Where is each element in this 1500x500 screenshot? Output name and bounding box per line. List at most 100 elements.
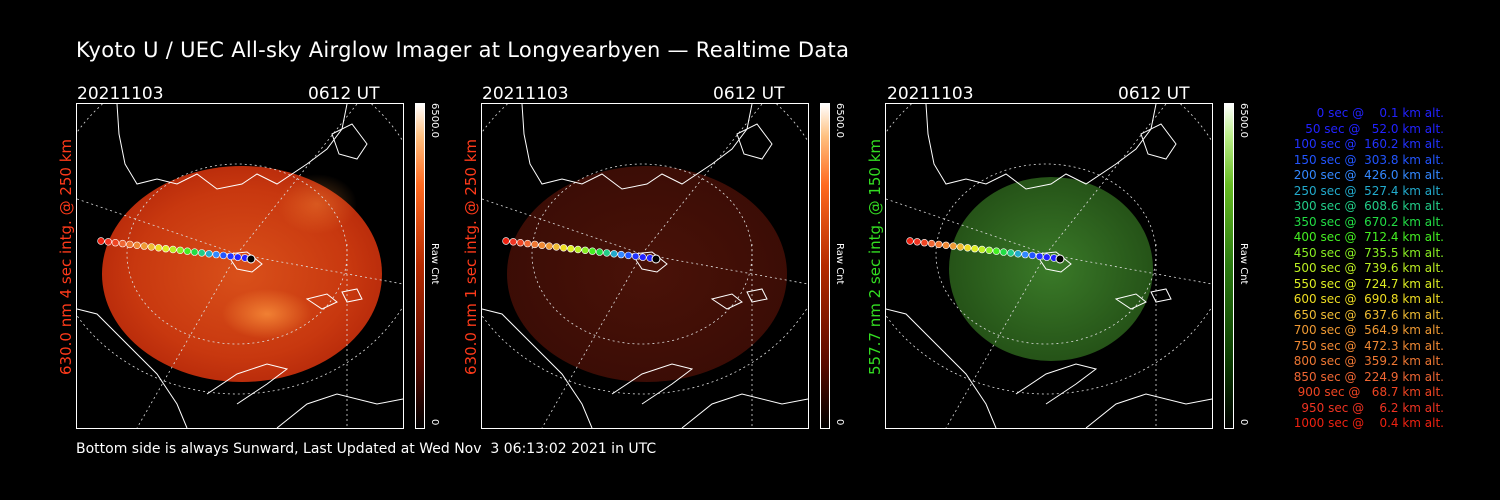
trajectory-point <box>617 250 625 259</box>
trajectory-point <box>927 239 936 248</box>
panel-2-colorbar <box>820 103 830 429</box>
legend-entry: 200 sec @ 426.0 km alt. <box>1289 168 1444 182</box>
trajectory-point <box>212 250 220 259</box>
panel-3-image <box>885 103 1213 429</box>
trajectory-point <box>118 239 127 248</box>
legend-entry: 650 sec @ 637.6 km alt. <box>1289 307 1444 322</box>
panel-1-cbar-max: 6500.0 <box>429 103 440 138</box>
trajectory-point <box>603 249 611 257</box>
trajectory-point <box>992 247 1001 255</box>
trajectory-point <box>595 248 604 256</box>
trajectory-point <box>942 241 950 250</box>
panel-2-ylabel: 630.0 nm 1 sec intg. @ 250 km <box>462 138 480 375</box>
legend-entry: 450 sec @ 735.5 km alt. <box>1289 245 1444 260</box>
legend-entry: 850 sec @ 224.9 km alt. <box>1289 369 1444 384</box>
trajectory-point <box>567 245 575 253</box>
trajectory-point <box>574 245 582 254</box>
panel-3-cbar-min: 0 <box>1238 419 1249 426</box>
trajectory-point <box>205 250 213 258</box>
panel-3-ylabel: 557.7 nm 2 sec intg. @ 150 km <box>866 138 884 375</box>
trajectory-point <box>190 248 199 256</box>
panel-3-cbar-max: 6500.0 <box>1238 103 1249 138</box>
panel-3-cbar-unit: Raw Cnt <box>1238 243 1249 285</box>
trajectory-point <box>1021 250 1029 259</box>
trajectory-point <box>588 247 597 255</box>
trajectory-point <box>935 240 943 249</box>
legend-entry: 0 sec @ 0.1 km alt. <box>1305 106 1444 120</box>
trajectory-point <box>538 241 546 250</box>
trajectory-point <box>624 251 633 260</box>
trajectory-point <box>226 252 235 261</box>
trajectory-point <box>999 248 1008 256</box>
trajectory-point <box>516 239 525 247</box>
panel-3-date: 20211103 <box>887 84 974 104</box>
trajectory-point <box>111 239 120 247</box>
legend-entry: 100 sec @ 160.2 km alt. <box>1289 137 1444 151</box>
legend-entry: 800 sec @ 359.2 km alt. <box>1289 354 1444 368</box>
panel-1-map <box>77 104 403 428</box>
page-title: Kyoto U / UEC All-sky Airglow Imager at … <box>76 38 850 62</box>
trajectory-point <box>140 242 148 250</box>
panel-2-cbar-min: 0 <box>834 419 845 426</box>
trajectory-point <box>956 243 965 251</box>
trajectory-point <box>978 245 986 254</box>
trajectory-point <box>1007 249 1015 257</box>
panel-1-date: 20211103 <box>77 84 164 104</box>
legend-entry: 250 sec @ 527.4 km alt. <box>1289 183 1444 198</box>
trajectory-point <box>559 244 568 252</box>
trajectory-point <box>581 246 589 255</box>
legend-entry: 300 sec @ 608.6 km alt. <box>1289 199 1444 213</box>
footer-note: Bottom side is always Sunward, Last Upda… <box>76 441 657 457</box>
legend-entry: 350 sec @ 670.2 km alt. <box>1289 214 1444 229</box>
panel-2-date: 20211103 <box>482 84 569 104</box>
trajectory-point <box>147 243 156 251</box>
legend-entry: 1000 sec @ 0.4 km alt. <box>1293 416 1444 430</box>
trajectory-legend: 0 sec @ 0.1 km alt. 50 sec @ 52.0 km alt… <box>1250 106 1444 432</box>
trajectory-point <box>162 245 170 253</box>
panel-2-cbar-max: 6500.0 <box>834 103 845 138</box>
trajectory-point <box>913 238 921 246</box>
trajectory-point <box>639 253 647 261</box>
trajectory-point <box>631 252 640 261</box>
trajectory-point <box>133 241 141 250</box>
trajectory-point <box>552 243 561 251</box>
trajectory-point <box>154 244 163 252</box>
panel-3-colorbar <box>1224 103 1234 429</box>
trajectory-end-point <box>651 254 661 264</box>
trajectory-point <box>1035 252 1044 261</box>
trajectory-point <box>985 246 993 255</box>
trajectory-point <box>219 251 228 260</box>
legend-entry: 500 sec @ 739.6 km alt. <box>1289 261 1444 275</box>
trajectory-point <box>502 237 510 245</box>
trajectory-point <box>1014 250 1022 258</box>
trajectory-point <box>104 238 112 246</box>
trajectory-point <box>198 249 206 257</box>
legend-entry: 400 sec @ 712.4 km alt. <box>1289 230 1444 244</box>
legend-entry: 900 sec @ 68.7 km alt. <box>1293 385 1444 399</box>
panel-1-cbar-unit: Raw Cnt <box>429 243 440 285</box>
panel-2-map <box>482 104 808 428</box>
trajectory-point <box>523 239 532 248</box>
legend-entry: 150 sec @ 303.8 km alt. <box>1289 152 1444 167</box>
trajectory-point <box>1028 251 1037 260</box>
trajectory-point <box>920 239 929 247</box>
trajectory-end-point <box>1055 254 1065 264</box>
trajectory-point <box>610 250 618 258</box>
legend-entry: 50 sec @ 52.0 km alt. <box>1297 121 1444 136</box>
trajectory-point <box>509 238 517 246</box>
trajectory <box>97 237 256 264</box>
trajectory-point <box>1043 253 1051 261</box>
panel-1-ylabel: 630.0 nm 4 sec intg. @ 250 km <box>57 138 75 375</box>
trajectory-end-point <box>246 254 256 264</box>
trajectory-point <box>169 245 177 254</box>
panel-3-time: 0612 UT <box>1118 84 1190 104</box>
panel-1-cbar-min: 0 <box>429 419 440 426</box>
trajectory-point <box>234 253 242 261</box>
panel-1-time: 0612 UT <box>308 84 380 104</box>
trajectory-point <box>176 246 184 255</box>
panel-1-image <box>76 103 404 429</box>
trajectory-point <box>97 237 105 245</box>
trajectory-point <box>949 242 957 250</box>
trajectory-point <box>126 240 134 249</box>
legend-entry: 700 sec @ 564.9 km alt. <box>1289 323 1444 337</box>
